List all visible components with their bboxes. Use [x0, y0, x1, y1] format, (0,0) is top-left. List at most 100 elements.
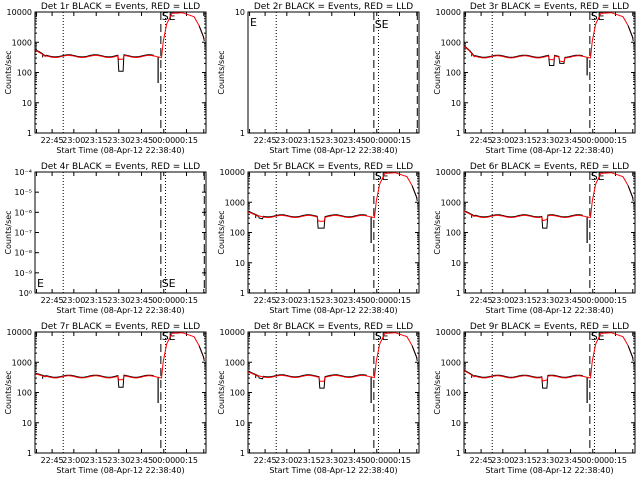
marker-label-se: SE [591, 10, 605, 23]
x-tick-label: 23:15 [514, 136, 537, 145]
x-tick-label: 22:45 [470, 456, 493, 465]
panel-det-1: Det 1r BLACK = Events, RED = LLD10000100… [4, 2, 207, 155]
y-tick-label: 10 [235, 419, 245, 428]
y-tick-label: 1 [240, 289, 245, 298]
plot-frame [463, 331, 636, 454]
y-tick-label: 1000 [441, 198, 461, 207]
y-tick-label: 10000 [220, 328, 245, 337]
y-tick-label: 100 [446, 229, 461, 238]
x-tick-label: 23:45 [130, 456, 153, 465]
y-tick-label: 10 [451, 99, 461, 108]
panel-det-6: Det 6r BLACK = Events, RED = LLD10000100… [433, 162, 636, 315]
y-tick-label: 1000 [225, 358, 245, 367]
y-tick-label: 10 [451, 259, 461, 268]
x-tick-label: 22:45 [470, 296, 493, 305]
y-tick-label: 100 [230, 229, 245, 238]
marker-label-se: SE [591, 170, 605, 183]
y-tick-label: 10⁻⁶ [14, 208, 32, 217]
x-tick-label: 00:15 [175, 296, 198, 305]
y-tick-label: 10⁰ [19, 289, 32, 298]
y-axis-label: Counts/sec [433, 370, 442, 414]
x-tick-label: 23:00 [275, 456, 298, 465]
panel-title: Det 7r BLACK = Events, RED = LLD [41, 322, 200, 332]
panel-det-5: Det 5r BLACK = Events, RED = LLD10000100… [217, 162, 420, 315]
y-tick-label: 10000 [7, 328, 32, 337]
x-tick-label: 22:45 [470, 136, 493, 145]
x-tick-label: 00:00 [152, 456, 175, 465]
plot-frame [34, 171, 207, 294]
x-tick-label: 23:45 [343, 296, 366, 305]
x-tick-label: 23:45 [343, 136, 366, 145]
series-events-tail [627, 185, 634, 202]
y-tick-label: 10⁻⁹ [14, 269, 32, 278]
series-events-tail [411, 345, 418, 362]
series-lld-line [463, 172, 634, 222]
x-tick-label: 00:00 [365, 296, 388, 305]
x-tick-label: 23:30 [536, 136, 559, 145]
y-axis-label: Counts/sec [433, 50, 442, 94]
series-events-tail [411, 185, 418, 202]
x-tick-label: 00:00 [581, 456, 604, 465]
x-tick-label: 23:15 [514, 456, 537, 465]
y-tick-label: 10000 [436, 8, 461, 17]
x-axis-label: Start Time (08-Apr-12 22:38:40) [56, 306, 184, 315]
x-tick-label: 00:00 [152, 136, 175, 145]
x-tick-label: 23:00 [491, 296, 514, 305]
y-tick-label: 10000 [436, 168, 461, 177]
y-tick-label: 1000 [441, 358, 461, 367]
x-tick-label: 23:45 [343, 456, 366, 465]
plot-frame [34, 331, 207, 454]
y-tick-label: 1000 [441, 38, 461, 47]
y-tick-label: 1 [240, 449, 245, 458]
plot-frame [247, 171, 420, 294]
x-tick-label: 23:15 [85, 456, 108, 465]
x-tick-label: 23:30 [320, 296, 343, 305]
y-tick-label: 10 [22, 419, 32, 428]
y-tick-label: 10000 [7, 8, 32, 17]
series-lld-line [247, 172, 418, 222]
y-tick-label: 1 [456, 289, 461, 298]
x-tick-label: 23:15 [298, 296, 321, 305]
series-events-tail [198, 345, 205, 362]
panel-det-9: Det 9r BLACK = Events, RED = LLD10000100… [433, 322, 636, 475]
panel-det-3: Det 3r BLACK = Events, RED = LLD 10000 100… [433, 2, 636, 155]
series-events-tail [627, 25, 634, 42]
series-lld-line [463, 332, 634, 382]
series-lld-line [463, 12, 634, 63]
plot-frame [247, 11, 420, 134]
x-tick-label: 22:45 [254, 136, 277, 145]
x-tick-label: 23:00 [491, 136, 514, 145]
panel-title: Det 3r BLACK = Events, RED = LLD [470, 2, 629, 12]
x-tick-label: 23:15 [298, 456, 321, 465]
marker-label-se: SE [375, 330, 389, 343]
y-tick-label: 1 [240, 129, 245, 138]
panel-title: Det 5r BLACK = Events, RED = LLD [254, 162, 413, 172]
panel-det-2: Det 2r BLACK = Events, RED = LLD 10 1 22:45… [217, 2, 420, 155]
plot-frame [463, 171, 636, 294]
x-tick-label: 22:45 [41, 296, 64, 305]
series-events-line [247, 370, 367, 389]
marker-label-se: SE [162, 330, 176, 343]
x-axis-label: Start Time (08-Apr-12 22:38:40) [485, 306, 613, 315]
y-axis-label: Counts/sec [433, 210, 442, 254]
marker-label-se: SE [162, 10, 176, 23]
series-events-line [463, 369, 583, 389]
y-tick-label: 1 [27, 129, 32, 138]
y-tick-label: 1000 [12, 38, 32, 47]
marker-label-se: SE [591, 330, 605, 343]
series-events-line [463, 210, 583, 229]
x-tick-label: 23:45 [130, 136, 153, 145]
y-tick-label: 100 [17, 389, 32, 398]
x-tick-label: 23:15 [514, 296, 537, 305]
panel-det-7: Det 7r BLACK = Events, RED = LLD10000100… [4, 322, 207, 475]
series-lld-line [34, 12, 205, 61]
x-tick-label: 22:45 [254, 296, 277, 305]
plot-frame [463, 11, 636, 134]
y-axis-label: Counts/sec [4, 370, 13, 414]
x-tick-label: 23:30 [107, 136, 130, 145]
plot-frame [247, 331, 420, 454]
marker-label-e: E [37, 277, 44, 290]
y-axis-label: Counts/sec [217, 50, 226, 94]
series-lld-line [34, 332, 205, 381]
